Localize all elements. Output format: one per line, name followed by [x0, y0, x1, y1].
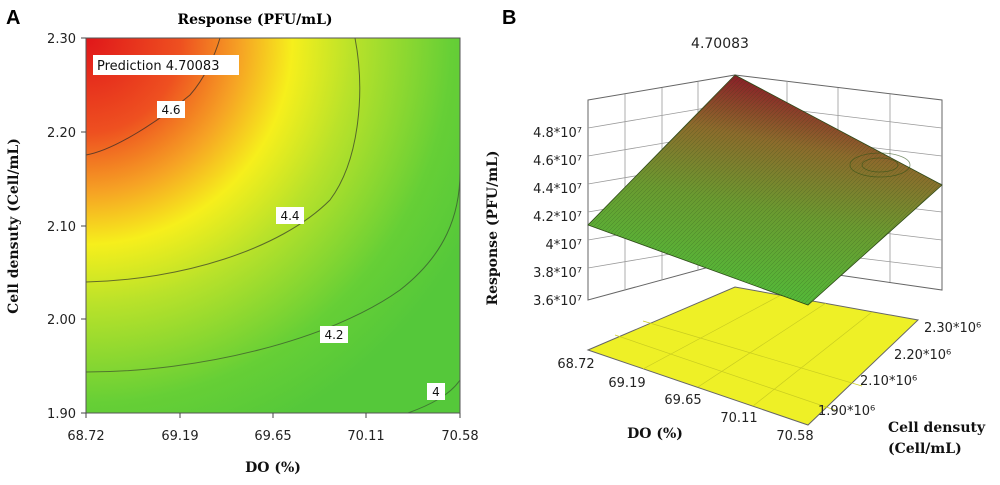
y-tick: 2.00	[47, 313, 76, 328]
contour-x-ticks: 68.72 69.19 69.65 70.11 70.58	[67, 413, 479, 444]
z-tick: 4.6*10⁷	[533, 154, 582, 169]
x-tick: 70.11	[347, 429, 384, 444]
y-tick: 2.30	[47, 32, 76, 47]
prediction-label: Prediction 4.70083	[97, 59, 219, 74]
z-tick: 3.6*10⁷	[533, 294, 582, 309]
y3d-tick: 1.90*10⁶	[818, 404, 875, 419]
response-surface-mesh	[588, 75, 942, 305]
surface-3d-plot: 4.70083 3.6*10⁷ 3.8*10⁷ 4*10⁷ 4.2*10⁷ 4.…	[533, 36, 981, 444]
floor-plane	[586, 286, 920, 426]
contour-label-4-2: 4.2	[324, 328, 343, 342]
contour-title: Response (PFU/mL)	[177, 12, 332, 28]
contour-label-4-6: 4.6	[161, 103, 180, 117]
surface-z-label: Response (PFU/mL)	[485, 150, 501, 305]
surface-y-label-line1: Cell densuty	[888, 420, 986, 436]
x-tick: 70.58	[441, 429, 478, 444]
z-tick: 4.2*10⁷	[533, 210, 582, 225]
y-tick: 1.90	[47, 407, 76, 422]
z-tick: 4.4*10⁷	[533, 182, 582, 197]
contour-line-4-2	[85, 171, 461, 373]
x-tick: 68.72	[67, 429, 104, 444]
panel-b-letter: B	[502, 7, 516, 29]
x3d-tick: 69.19	[608, 376, 645, 391]
x-tick: 69.19	[161, 429, 198, 444]
x3d-tick: 68.72	[557, 357, 594, 372]
z-tick: 4.8*10⁷	[533, 126, 582, 141]
x3d-tick: 69.65	[664, 393, 701, 408]
peak-label: 4.70083	[691, 36, 749, 52]
contour-plot-area: 4.6 4.4 4.2 4 Prediction 4.70083	[85, 37, 461, 414]
floor-grid	[614, 294, 873, 411]
y-tick: 2.10	[47, 220, 76, 235]
contour-y-ticks: 1.90 2.00 2.10 2.20 2.30	[47, 32, 86, 422]
x-tick: 69.65	[254, 429, 291, 444]
contour-label-4: 4	[432, 385, 440, 399]
panel-a-letter: A	[6, 7, 20, 29]
z-tick: 4*10⁷	[545, 238, 582, 253]
contour-line-4-4	[85, 37, 361, 283]
x3d-tick: 70.11	[720, 411, 757, 426]
y3d-tick: 2.20*10⁶	[894, 348, 951, 363]
contour-y-label: Cell densuty (Cell/mL)	[6, 138, 22, 314]
contour-label-4-4: 4.4	[280, 209, 299, 223]
surface-y-label-line2: (Cell/mL)	[888, 441, 962, 457]
surface-x-label: DO (%)	[627, 426, 683, 442]
y-tick: 2.20	[47, 126, 76, 141]
x3d-tick: 70.58	[776, 429, 813, 444]
contour-x-label: DO (%)	[245, 460, 301, 476]
y3d-tick: 2.10*10⁶	[860, 374, 917, 389]
prediction-box	[93, 55, 239, 75]
contour-heatmap	[86, 38, 460, 413]
z-tick: 3.8*10⁷	[533, 266, 582, 281]
y3d-tick: 2.30*10⁶	[924, 321, 981, 336]
